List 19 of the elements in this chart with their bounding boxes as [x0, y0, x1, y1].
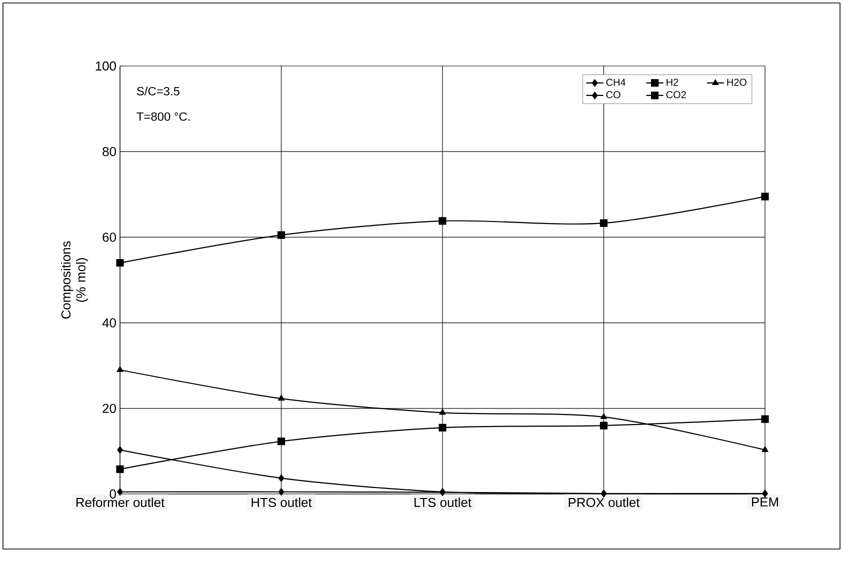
y-tick-label: 0	[110, 489, 116, 499]
annotation: S/C=3.5	[136, 86, 180, 96]
x-tick-label: PEM	[752, 498, 778, 506]
legend-label: H2	[666, 78, 678, 86]
legend-label: CH4	[606, 78, 626, 86]
x-tick-label: PROX outlet	[568, 498, 640, 508]
legend-label: CO2	[666, 91, 686, 98]
y-tick-label: 40	[102, 318, 116, 328]
y-tick-label: 100	[96, 61, 116, 71]
y-tick-label: 20	[102, 404, 116, 413]
x-tick-label: HTS outlet	[252, 498, 312, 508]
annotation: T=800 °C.	[136, 112, 190, 121]
y-tick-label: 60	[102, 232, 116, 242]
legend-label: CO	[606, 91, 620, 98]
y-tick-label: 80	[102, 147, 116, 156]
x-tick-label: Reformer outlet	[76, 498, 165, 508]
x-tick-label: LTS outlet	[414, 498, 472, 508]
y-axis-title: Compositions (% mol)	[61, 241, 88, 319]
legend-label: H2O	[727, 78, 746, 86]
